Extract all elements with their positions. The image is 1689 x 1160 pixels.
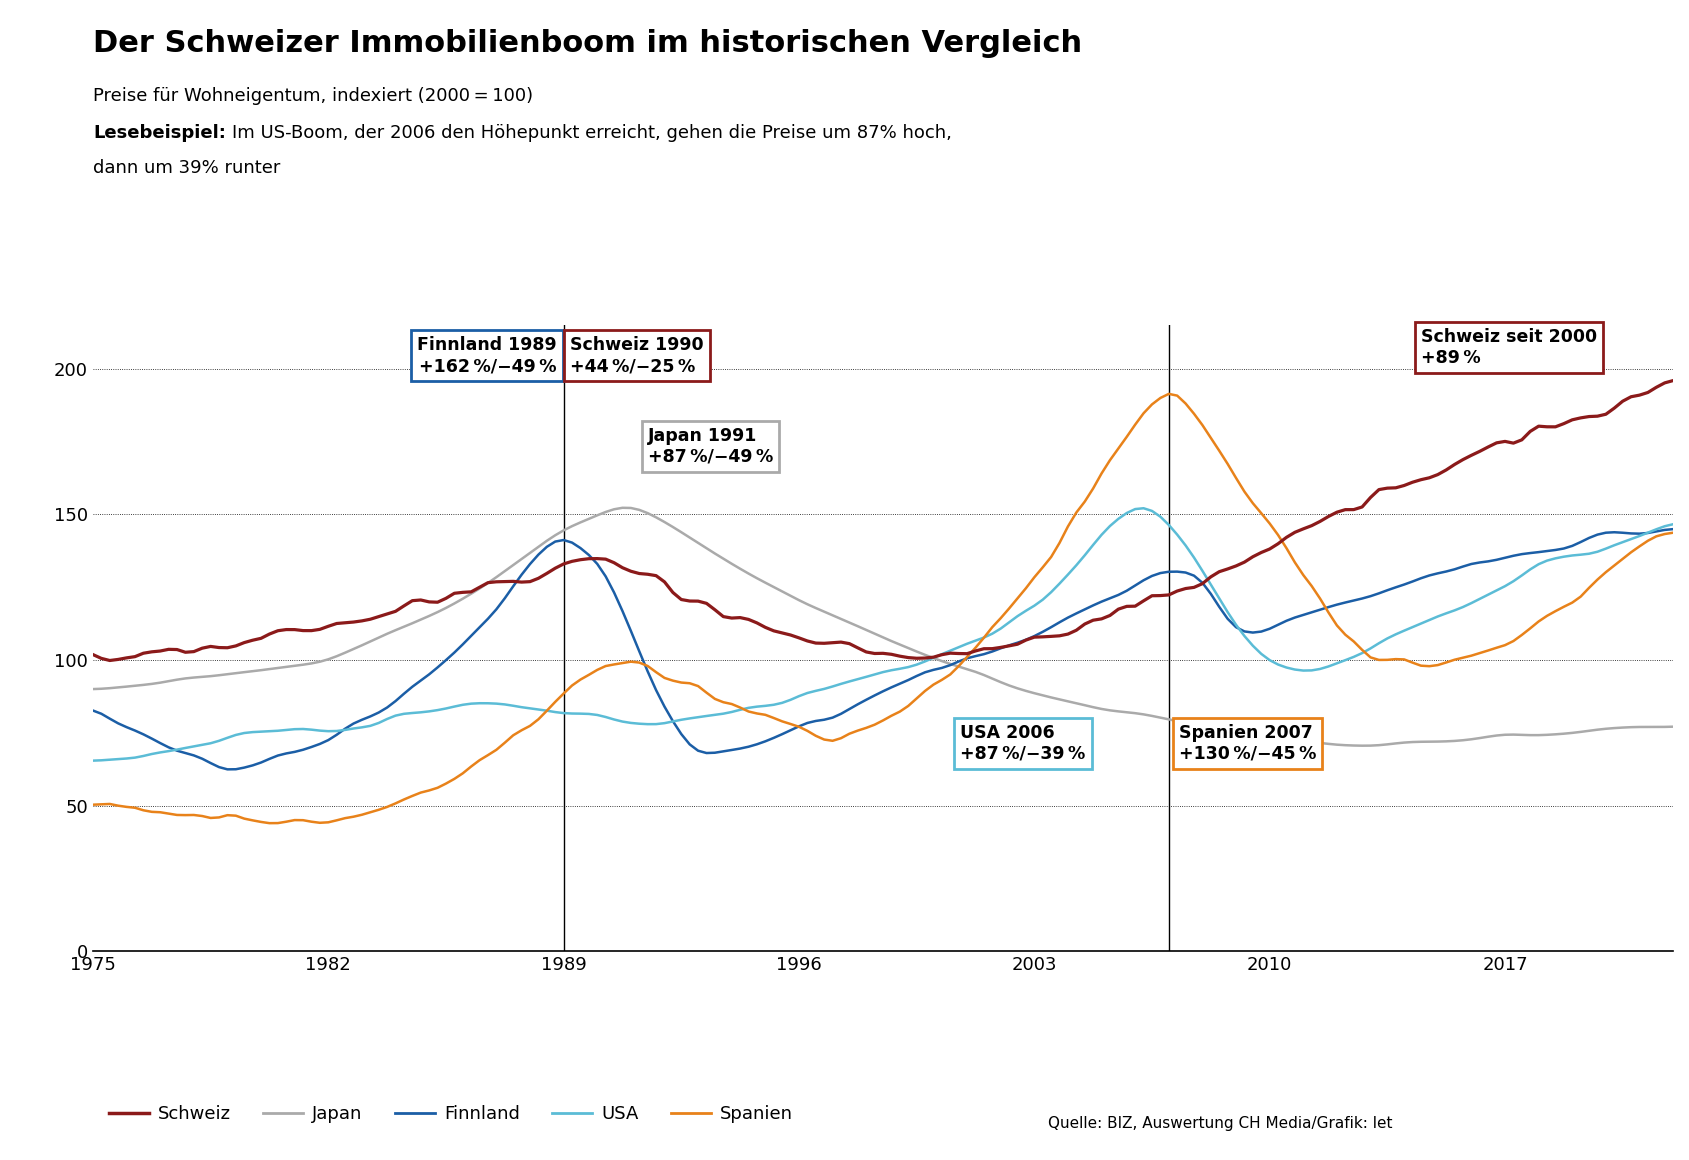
Text: Spanien 2007
+130 %/−45 %: Spanien 2007 +130 %/−45 % (1179, 724, 1316, 763)
Text: Lesebeispiel:: Lesebeispiel: (93, 124, 226, 143)
Text: Der Schweizer Immobilienboom im historischen Vergleich: Der Schweizer Immobilienboom im historis… (93, 29, 1081, 58)
Text: USA 2006
+87 %/−39 %: USA 2006 +87 %/−39 % (959, 724, 1084, 763)
Text: Quelle: BIZ, Auswertung CH Media/Grafik: let: Quelle: BIZ, Auswertung CH Media/Grafik:… (1047, 1116, 1392, 1131)
Text: Schweiz seit 2000
+89 %: Schweiz seit 2000 +89 % (1420, 328, 1596, 367)
Text: dann um 39% runter: dann um 39% runter (93, 159, 280, 177)
Legend: Schweiz, Japan, Finnland, USA, Spanien: Schweiz, Japan, Finnland, USA, Spanien (101, 1097, 799, 1130)
Text: Schweiz 1990
+44 %/−25 %: Schweiz 1990 +44 %/−25 % (569, 336, 704, 375)
Text: Im US-Boom, der 2006 den Höhepunkt erreicht, gehen die Preise um 87% hoch,: Im US-Boom, der 2006 den Höhepunkt errei… (231, 124, 951, 143)
Text: Preise für Wohneigentum, indexiert (2000 = 100): Preise für Wohneigentum, indexiert (2000… (93, 87, 532, 106)
Text: Finnland 1989
+162 %/−49 %: Finnland 1989 +162 %/−49 % (417, 336, 557, 375)
Text: Japan 1991
+87 %/−49 %: Japan 1991 +87 %/−49 % (647, 427, 772, 465)
